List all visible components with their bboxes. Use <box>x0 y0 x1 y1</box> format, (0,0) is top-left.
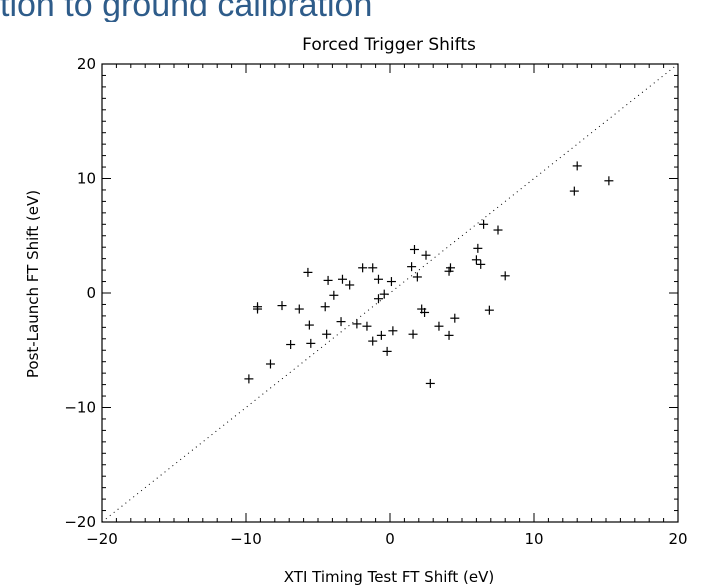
data-point <box>476 259 486 269</box>
data-point <box>382 346 392 356</box>
data-point <box>345 280 355 290</box>
data-point <box>408 329 418 339</box>
data-point <box>323 275 333 285</box>
chart-background <box>0 22 704 587</box>
data-point <box>444 330 454 340</box>
data-point <box>277 301 287 311</box>
data-point <box>388 326 398 336</box>
slide-heading-fragment: tion to ground calibration <box>0 0 373 24</box>
data-point <box>294 304 304 314</box>
data-point <box>322 329 332 339</box>
data-point <box>484 305 494 315</box>
data-point <box>421 250 431 260</box>
data-point <box>434 321 444 331</box>
chart-title: Forced Trigger Shifts <box>302 35 476 55</box>
x-tick-label: −10 <box>230 530 262 548</box>
y-tick-label: 20 <box>77 55 96 73</box>
data-point <box>493 225 503 235</box>
tick-labels: −20 −10 0 10 20 −20 −10 0 10 20 <box>64 55 687 548</box>
data-point <box>569 186 579 196</box>
data-point <box>368 336 378 346</box>
data-point <box>336 317 346 327</box>
data-point <box>373 274 383 284</box>
data-point <box>358 263 368 273</box>
x-tick-label: −20 <box>86 530 118 548</box>
data-point <box>445 263 455 273</box>
data-point <box>362 321 372 331</box>
data-points <box>244 161 614 388</box>
x-tick-label: 20 <box>668 530 687 548</box>
data-point <box>479 219 489 229</box>
data-point <box>450 313 460 323</box>
data-point <box>473 243 483 253</box>
x-axis-label: XTI Timing Test FT Shift (eV) <box>284 568 494 586</box>
data-point <box>253 304 263 314</box>
data-point <box>420 307 430 317</box>
data-point <box>425 378 435 388</box>
x-tick-label: 10 <box>524 530 543 548</box>
data-point <box>500 271 510 281</box>
data-point <box>376 330 386 340</box>
data-point <box>373 294 383 304</box>
data-point <box>304 320 314 330</box>
data-point <box>352 319 362 329</box>
data-point <box>407 262 417 272</box>
y-tick-label: −20 <box>64 513 96 531</box>
data-point <box>306 338 316 348</box>
data-point <box>329 290 339 300</box>
data-point <box>604 176 614 186</box>
data-point <box>337 274 347 284</box>
data-point <box>368 263 378 273</box>
data-point <box>320 302 330 312</box>
data-point <box>244 374 254 384</box>
y-tick-label: −10 <box>64 399 96 417</box>
x-tick-label: 0 <box>385 530 395 548</box>
data-point <box>572 161 582 171</box>
y-tick-label: 0 <box>86 284 96 302</box>
data-point <box>412 272 422 282</box>
data-point <box>286 340 296 350</box>
data-point <box>265 359 275 369</box>
data-point <box>379 289 389 299</box>
data-point <box>386 277 396 287</box>
y-axis-label: Post-Launch FT Shift (eV) <box>24 190 42 378</box>
data-point <box>409 244 419 254</box>
axis-ticks <box>101 63 679 523</box>
data-point <box>303 267 313 277</box>
data-point <box>471 255 481 265</box>
y-tick-label: 10 <box>77 170 96 188</box>
